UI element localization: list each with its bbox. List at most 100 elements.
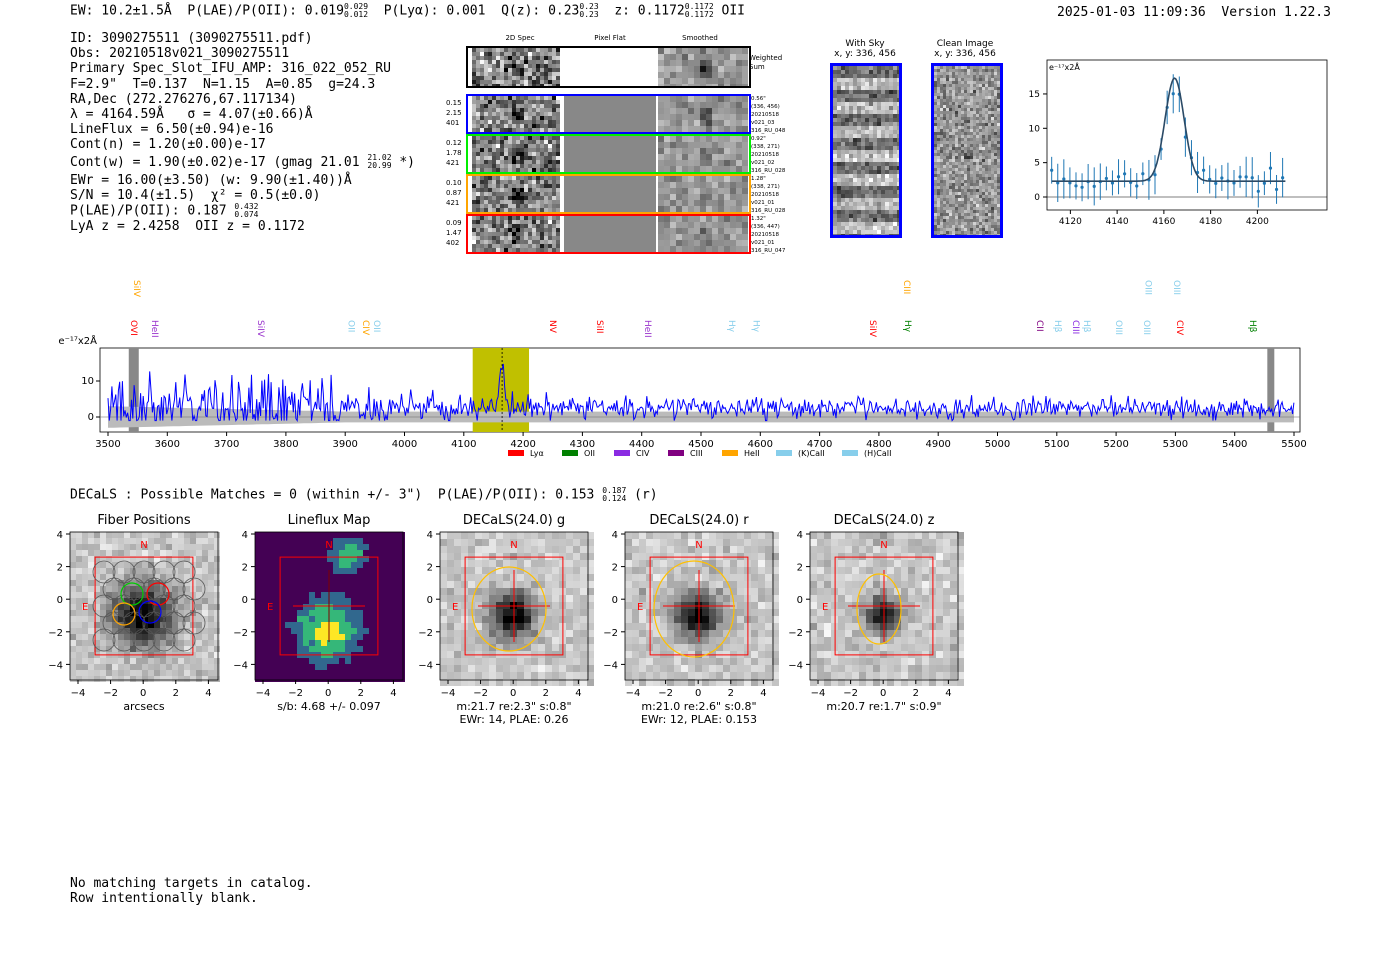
tick-label: −4 — [418, 660, 433, 671]
spec2d-image — [472, 216, 560, 252]
fiber-circle — [112, 628, 136, 652]
data-point — [1104, 176, 1108, 181]
fiber-circle — [172, 560, 196, 584]
spec2d-col-header: 2D Spec — [505, 34, 535, 42]
tick-label: 3700 — [214, 439, 239, 450]
y-axis-label: e⁻¹⁷x2Å — [1049, 61, 1080, 72]
tick-label: 0 — [1034, 193, 1040, 203]
tick-label: 3500 — [95, 439, 120, 450]
fiber-info: 0.56" (336, 456) 20210518 v021_03 316_RU_048 — [751, 96, 786, 134]
tick-label: 10 — [1029, 124, 1041, 134]
fiber-row — [466, 174, 751, 214]
tick-label: 5 — [1034, 159, 1040, 169]
panel-title: Fiber Positions — [97, 513, 191, 528]
data-point — [1068, 181, 1072, 185]
data-point — [1274, 187, 1279, 192]
east-label: E — [452, 602, 458, 613]
panel-caption: m:20.7 re:1.7" s:0.9" — [826, 700, 942, 713]
smoothed-image — [658, 96, 748, 132]
panel-frame — [254, 531, 404, 681]
spec2d-col-header: Smoothed — [682, 34, 718, 42]
tick-label: 4120 — [1059, 217, 1082, 227]
tick-label: 4400 — [629, 439, 654, 450]
tick-label: −2 — [288, 688, 303, 699]
fiber-circle — [112, 560, 136, 584]
fiber-circle — [132, 594, 156, 618]
east-label: E — [267, 602, 273, 613]
legend-swatch — [614, 450, 630, 456]
tick-label: −2 — [48, 628, 63, 639]
search-box — [279, 556, 379, 656]
spectrum-line — [107, 363, 1295, 423]
east-label: E — [822, 602, 828, 613]
tick-label: 4140 — [1106, 217, 1129, 227]
data-point — [1214, 181, 1218, 185]
fiber-circle — [122, 611, 146, 635]
fiber-circle-highlight — [120, 582, 144, 606]
panel-frame — [439, 531, 589, 681]
line-label: CII — [1034, 320, 1044, 332]
tick-label: 5400 — [1222, 439, 1247, 450]
fiber-circle — [92, 560, 116, 584]
tick-label: −4 — [233, 660, 248, 671]
data-point — [1123, 172, 1127, 176]
fiber-circle — [152, 594, 176, 618]
tick-label: 5200 — [1103, 439, 1128, 450]
search-box — [649, 556, 749, 656]
tick-label: −4 — [71, 688, 86, 699]
line-label: NV — [547, 320, 557, 334]
east-label: E — [637, 602, 643, 613]
fiber-circle — [122, 577, 146, 601]
fiber-circle — [142, 577, 166, 601]
smoothed-image — [658, 176, 748, 212]
spec2d-image — [472, 136, 560, 172]
smoothed-image — [658, 48, 748, 90]
source-ellipse — [856, 573, 902, 645]
data-point — [1074, 184, 1078, 188]
panel-title: DECaLS(24.0) r — [649, 513, 749, 528]
panel-frame — [624, 531, 774, 681]
source-ellipse — [471, 566, 547, 652]
tick-label: −4 — [626, 688, 641, 699]
data-point — [1202, 168, 1206, 172]
tick-label: 2 — [797, 563, 803, 574]
fiber-circle — [172, 628, 196, 652]
tick-label: 4200 — [1246, 217, 1269, 227]
tick-label: 0 — [325, 688, 331, 699]
tick-label: −2 — [473, 688, 488, 699]
legend-swatch — [508, 450, 524, 456]
line-label: Hγ — [726, 320, 736, 333]
tick-label: 2 — [358, 688, 364, 699]
pixel-flat-image — [564, 216, 656, 252]
data-point — [1256, 189, 1260, 193]
tick-label: 2 — [543, 688, 549, 699]
line-label: SiIV — [867, 320, 877, 338]
tick-label: −2 — [843, 688, 858, 699]
tick-label: 3900 — [332, 439, 357, 450]
north-label: N — [140, 540, 147, 551]
legend-swatch — [562, 450, 578, 456]
tick-label: −4 — [48, 660, 63, 671]
panel-image: NE — [69, 531, 220, 682]
smoothed-image — [658, 216, 748, 252]
data-point — [1244, 175, 1248, 179]
line-label: CIV — [360, 320, 370, 336]
line-fit-chart: 4120 4140 4160 4180 4200 0 5 10 15 e⁻¹⁷x2Å — [1029, 59, 1328, 227]
tick-label: 4 — [390, 688, 396, 699]
tick-label: 0 — [427, 595, 433, 606]
fiber-circle — [102, 577, 126, 601]
y-axis-label: e⁻¹⁷x2Å — [58, 334, 97, 347]
line-label: OIII — [1171, 280, 1181, 295]
tick-label: 4 — [760, 688, 766, 699]
fiber-circle — [152, 560, 176, 584]
search-box — [464, 556, 564, 656]
weighted-sum-label: Weighted Sum — [749, 54, 783, 71]
data-point — [1050, 168, 1054, 172]
tick-label: 15 — [1029, 90, 1040, 100]
fiber-circle — [182, 611, 206, 635]
tick-label: 4800 — [866, 439, 891, 450]
tick-label: 4180 — [1199, 217, 1222, 227]
